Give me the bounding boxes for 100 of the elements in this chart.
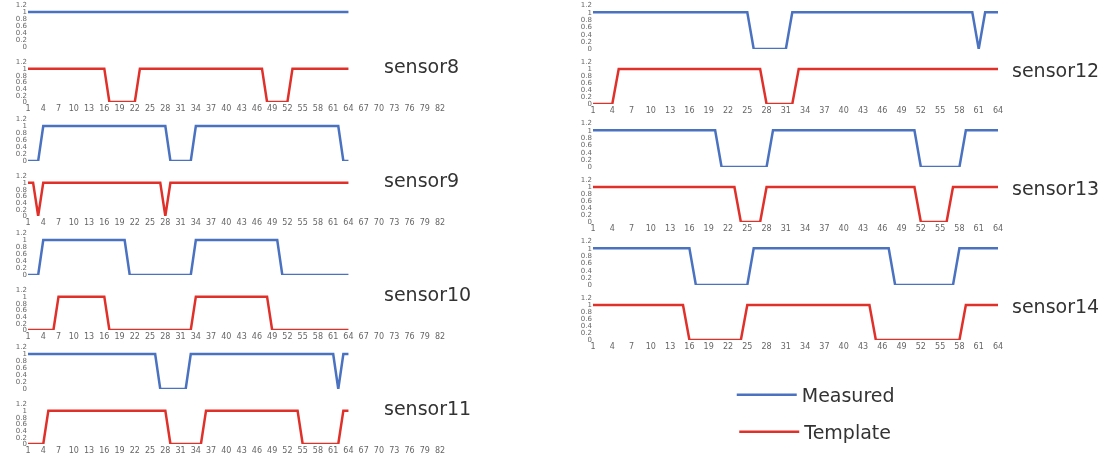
x-tick-label: 16: [99, 332, 110, 341]
x-tick-label: 43: [857, 106, 869, 115]
x-tick-label: 58: [954, 224, 965, 233]
chart-title: sensor8: [384, 55, 460, 77]
x-tick-label: 82: [434, 332, 446, 341]
x-tick-label: 7: [55, 446, 62, 455]
x-tick-label: 13: [665, 106, 676, 115]
x-tick-label: 34: [800, 342, 811, 351]
x-tick-label: 16: [99, 218, 110, 227]
x-tick-label: 52: [915, 106, 926, 115]
x-tick-label: 4: [40, 218, 46, 227]
x-tick-label: 58: [312, 104, 324, 113]
x-tick-label: 4: [40, 332, 46, 341]
x-tick-label: 64: [992, 342, 1004, 351]
x-tick-label: 61: [328, 104, 339, 113]
x-tick-label: 55: [297, 332, 308, 341]
x-tick-label: 61: [973, 106, 984, 115]
x-tick-label: 43: [236, 218, 247, 227]
x-tick-label: 13: [665, 342, 676, 351]
x-tick-label: 28: [160, 332, 171, 341]
x-tick-label: 70: [373, 446, 385, 455]
x-tick-label: 82: [434, 104, 446, 113]
x-tick-label: 37: [206, 218, 217, 227]
x-tick-label: 19: [703, 224, 714, 233]
x-tick-label: 79: [419, 218, 430, 227]
x-tick-label: 16: [684, 224, 695, 233]
x-tick-label: 37: [206, 446, 217, 455]
x-tick-label: 13: [83, 332, 95, 341]
x-tick-label: 4: [40, 446, 46, 455]
x-tick-label: 52: [282, 332, 293, 341]
x-tick-label: 58: [312, 446, 324, 455]
x-tick-label: 70: [373, 332, 385, 341]
x-tick-label: 64: [343, 218, 354, 227]
x-tick-label: 34: [800, 224, 811, 233]
text: sensor14: [1012, 295, 1100, 317]
x-tick-label: 64: [992, 106, 1004, 115]
x-tick-label: 43: [236, 104, 247, 113]
x-tick-label: 70: [373, 104, 385, 113]
x-tick-label: 28: [761, 224, 772, 233]
x-tick-label: 10: [645, 224, 656, 233]
x-tick-label: 16: [99, 446, 110, 455]
x-tick-label: 55: [935, 342, 946, 351]
x-tick-label: 37: [819, 224, 830, 233]
x-tick-label: 52: [282, 446, 293, 455]
legend-label: Template: [803, 421, 891, 444]
x-tick-label: 10: [645, 106, 656, 115]
x-tick-label: 49: [267, 104, 278, 113]
x-tick-label: 16: [99, 104, 110, 113]
x-tick-label: 34: [190, 332, 201, 341]
x-tick-label: 10: [68, 332, 79, 341]
x-tick-label: 61: [328, 332, 339, 341]
legend-label: Measured: [801, 384, 895, 407]
x-tick-label: 10: [68, 104, 79, 113]
x-tick-label: 31: [780, 224, 791, 233]
x-tick-label: 46: [251, 218, 262, 227]
x-tick-label: 76: [404, 446, 415, 455]
x-tick-label: 40: [838, 342, 849, 351]
chart-title: sensor10: [384, 283, 472, 305]
x-tick-label: 58: [312, 218, 324, 227]
x-tick-label: 37: [206, 332, 217, 341]
x-tick-label: 64: [343, 332, 354, 341]
x-tick-label: 4: [40, 104, 46, 113]
x-tick-label: 22: [129, 218, 140, 227]
x-tick-label: 31: [175, 218, 186, 227]
x-tick-label: 37: [819, 342, 830, 351]
x-tick-label: 49: [267, 218, 278, 227]
x-tick-label: 7: [629, 342, 635, 351]
x-tick-label: 76: [404, 218, 415, 227]
x-tick-label: 82: [434, 218, 446, 227]
x-tick-label: 40: [838, 106, 849, 115]
x-tick-label: 55: [935, 106, 946, 115]
x-tick-label: 19: [703, 106, 714, 115]
x-tick-label: 28: [761, 342, 772, 351]
x-tick-label: 52: [915, 224, 926, 233]
chart-title: sensor9: [384, 169, 460, 191]
x-tick-label: 25: [742, 342, 753, 351]
x-tick-label: 4: [609, 224, 615, 233]
x-tick-label: 40: [221, 446, 232, 455]
x-tick-label: 52: [282, 218, 293, 227]
x-tick-label: 79: [419, 104, 430, 113]
x-tick-label: 31: [175, 446, 186, 455]
x-tick-label: 19: [114, 104, 125, 113]
x-tick-label: 22: [129, 104, 140, 113]
chart-title: sensor11: [384, 397, 472, 419]
x-tick-label: 34: [800, 106, 811, 115]
x-tick-label: 55: [935, 224, 946, 233]
x-tick-label: 82: [434, 446, 446, 455]
x-tick-label: 31: [175, 104, 186, 113]
x-tick-label: 7: [55, 104, 62, 113]
x-tick-label: 67: [358, 446, 369, 455]
x-tick-label: 52: [915, 342, 926, 351]
x-tick-label: 37: [819, 106, 830, 115]
x-tick-label: 7: [629, 106, 635, 115]
x-tick-label: 22: [722, 224, 734, 233]
x-tick-label: 28: [761, 106, 772, 115]
x-tick-label: 40: [221, 218, 232, 227]
x-tick-label: 19: [114, 332, 125, 341]
x-tick-label: 7: [55, 332, 62, 341]
x-tick-label: 49: [896, 106, 907, 115]
x-tick-label: 22: [129, 332, 140, 341]
